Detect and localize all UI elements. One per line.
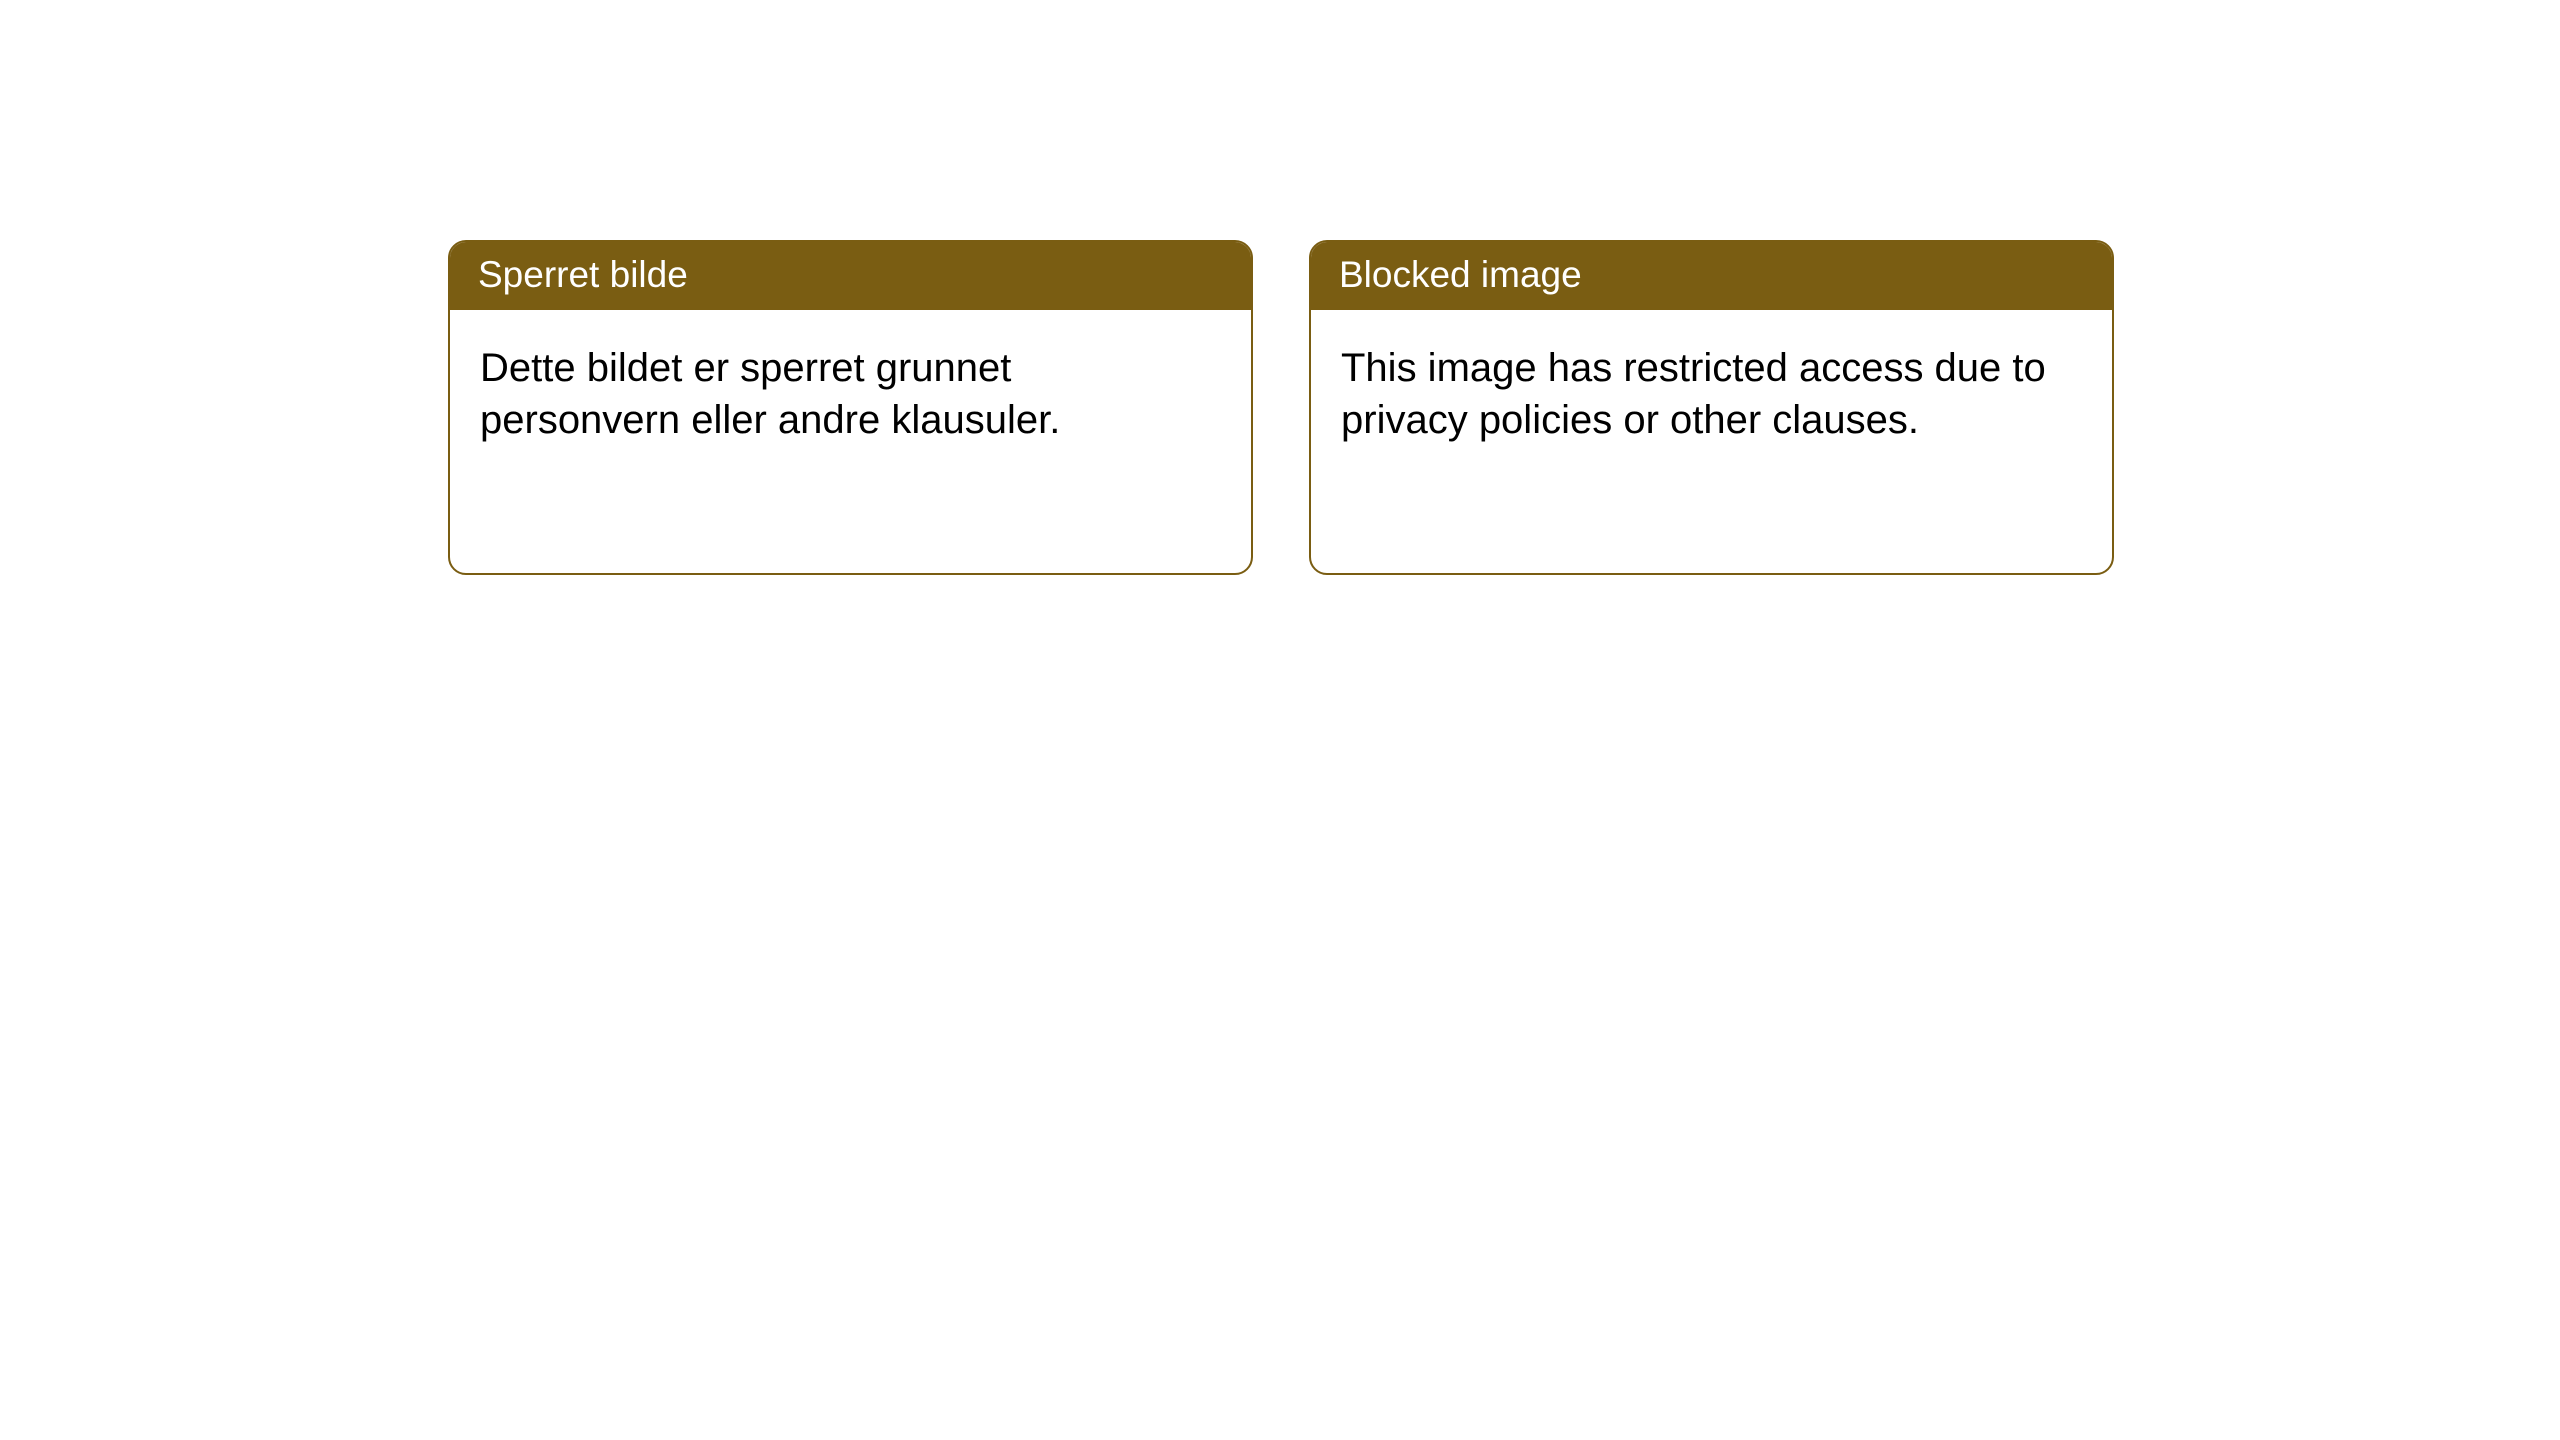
card-body: Dette bildet er sperret grunnet personve… <box>450 310 1251 478</box>
notice-cards-container: Sperret bilde Dette bildet er sperret gr… <box>0 0 2560 575</box>
card-header: Blocked image <box>1311 242 2112 310</box>
notice-card-english: Blocked image This image has restricted … <box>1309 240 2114 575</box>
card-body: This image has restricted access due to … <box>1311 310 2112 478</box>
card-header: Sperret bilde <box>450 242 1251 310</box>
notice-card-norwegian: Sperret bilde Dette bildet er sperret gr… <box>448 240 1253 575</box>
